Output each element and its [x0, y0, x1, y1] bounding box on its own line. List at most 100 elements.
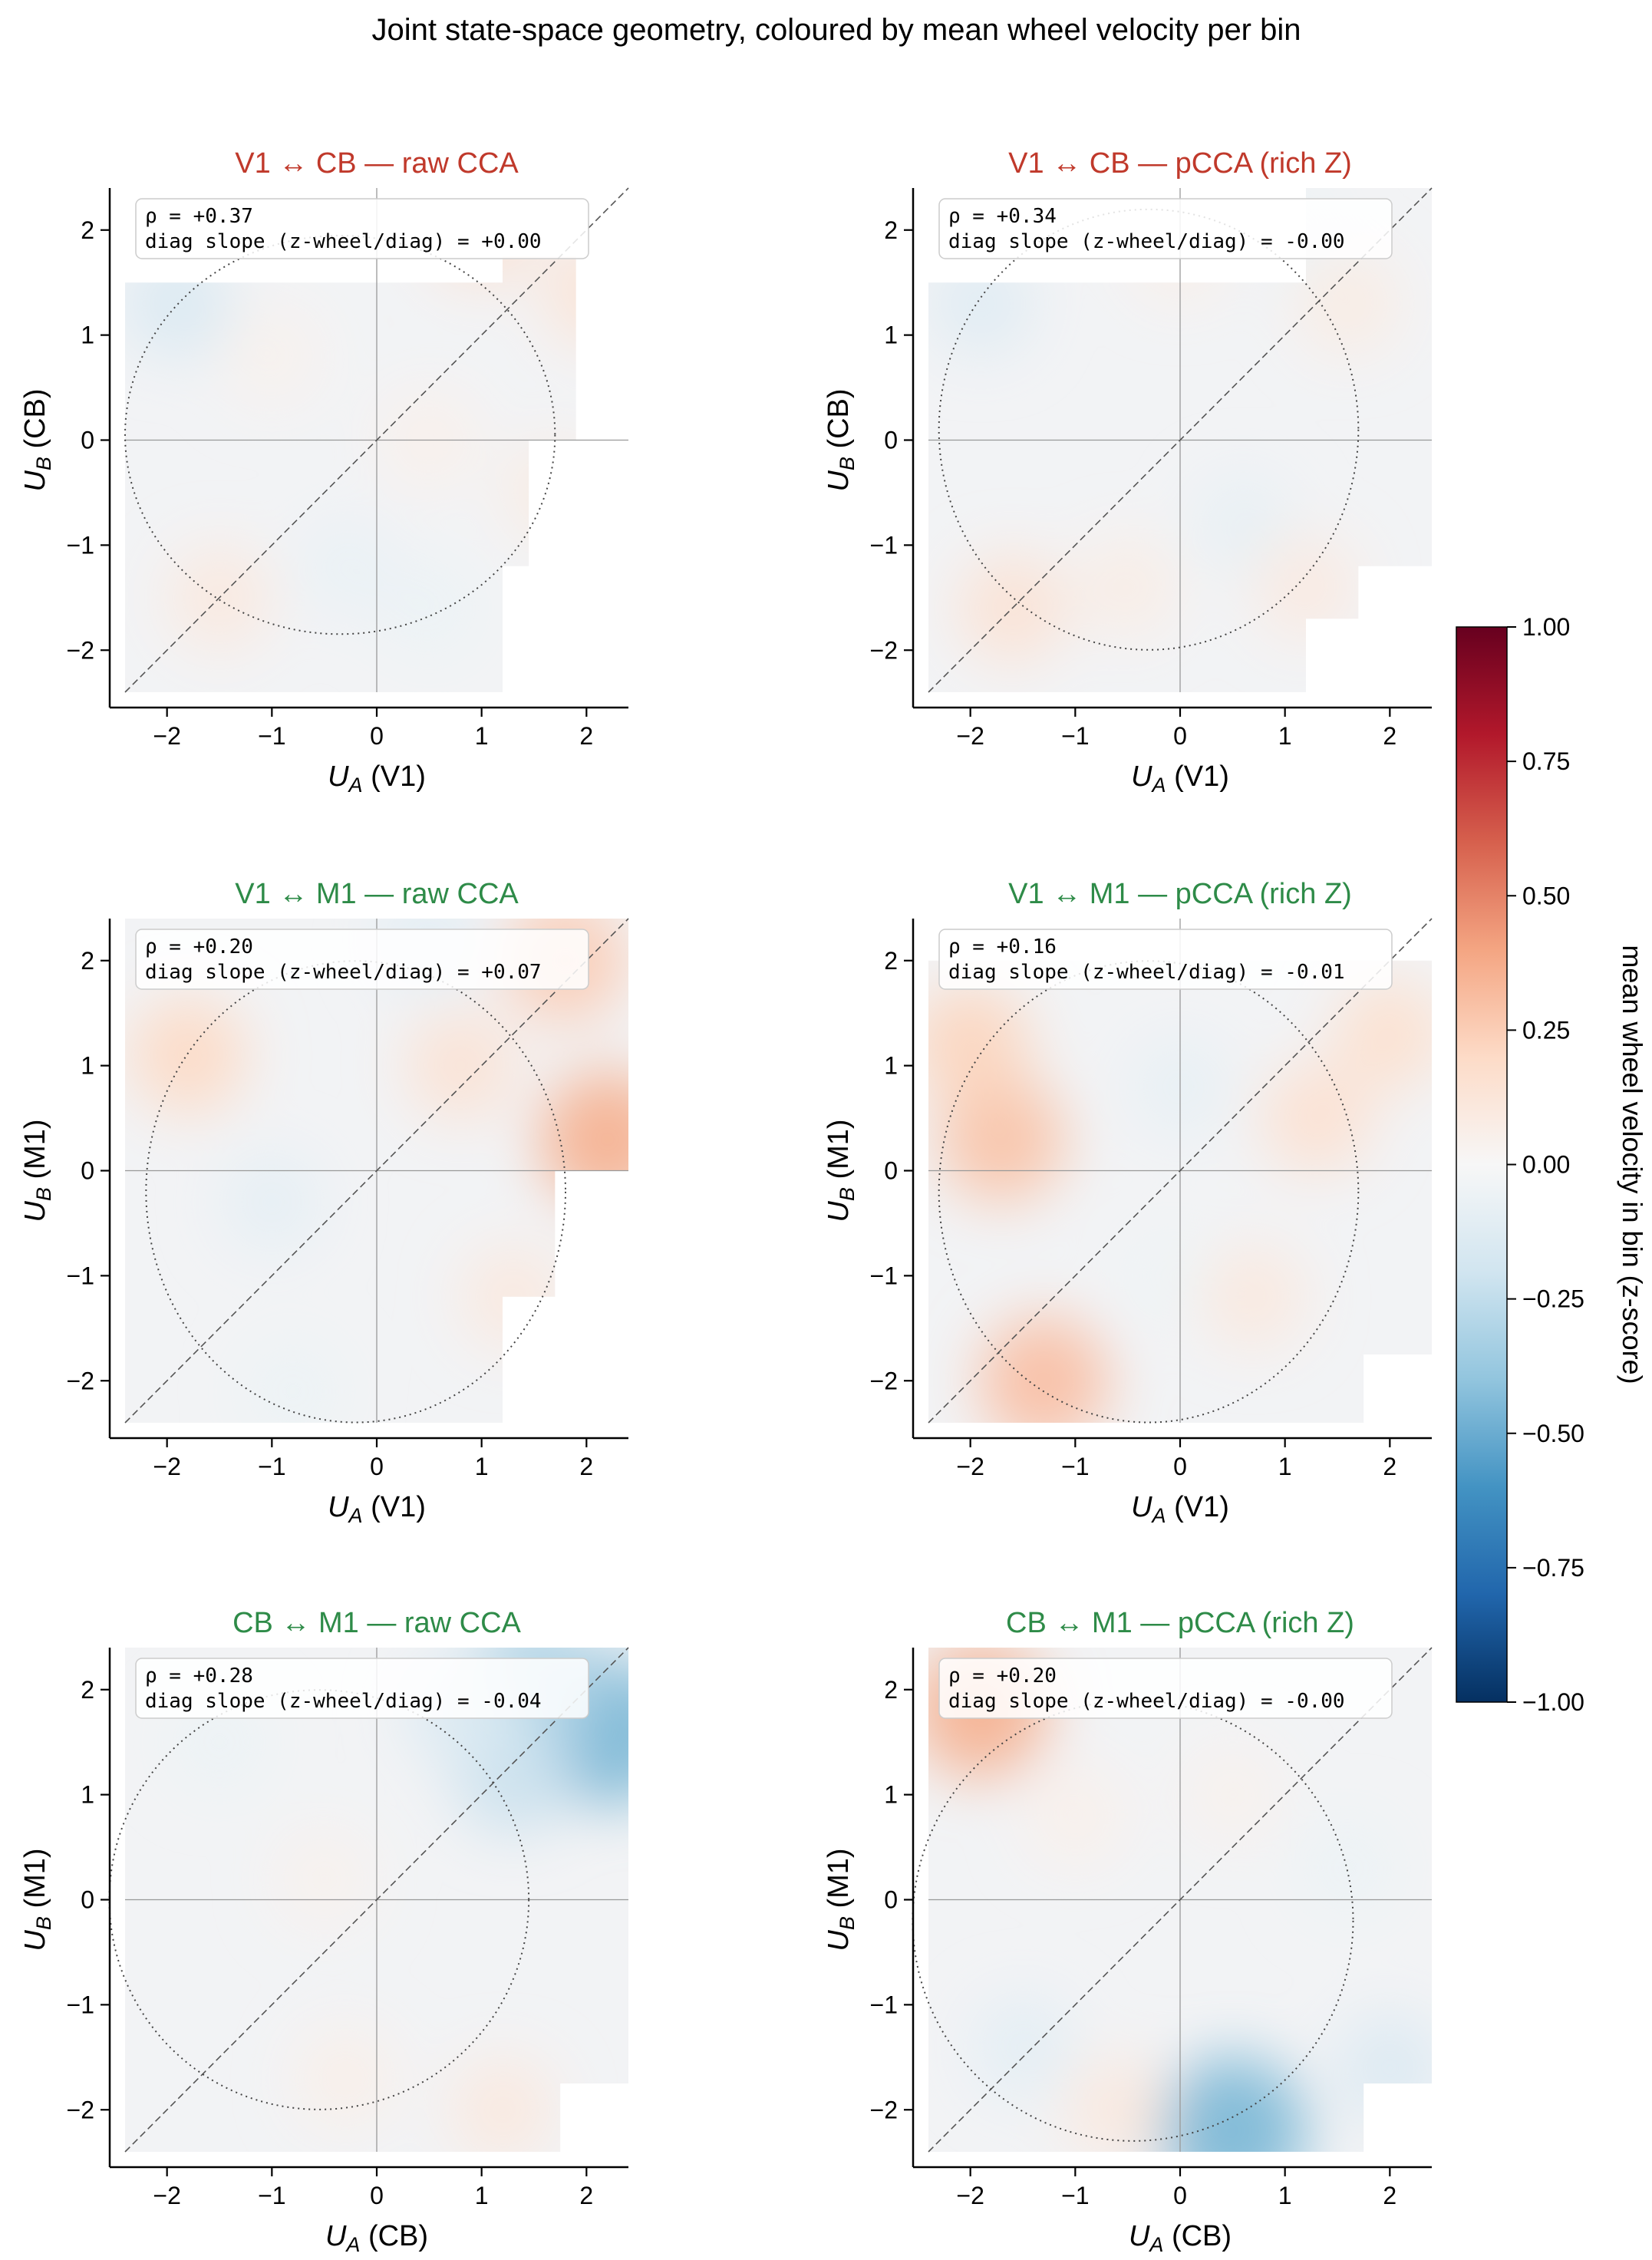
- annotation-box: [938, 1658, 1393, 1719]
- x-axis-label: UA (V1): [1131, 760, 1229, 797]
- y-tick-label: −2: [870, 636, 898, 664]
- x-tick-label: 1: [1278, 1453, 1292, 1480]
- annotation-box: [135, 1658, 589, 1719]
- diagonal-line: [124, 187, 629, 693]
- x-tick-label: 1: [475, 1453, 489, 1480]
- annotation-rho: ρ = +0.20: [948, 1664, 1057, 1688]
- y-tick-label: −2: [67, 1367, 94, 1394]
- heatmap-cell: [450, 2057, 555, 2152]
- y-tick-label: 2: [884, 1676, 898, 1704]
- y-tick-label: 2: [81, 1676, 94, 1704]
- heatmap-cell: [1298, 1818, 1398, 1919]
- y-tick-label: −1: [67, 1991, 94, 2018]
- heatmap-cell: [1026, 1767, 1125, 1865]
- heatmap-cell: [979, 1316, 1109, 1423]
- y-axis-label-sub: B: [32, 1187, 55, 1201]
- annotation-diag-slope: diag slope (z-wheel/diag) = -0.00: [948, 230, 1345, 253]
- heatmap-cell: [928, 985, 1030, 1104]
- x-axis-label-rest: (CB): [360, 2220, 428, 2252]
- y-axis-label: UB (M1): [823, 1119, 859, 1222]
- colorbar-tick-label: 0.50: [1522, 882, 1570, 909]
- diagonal-line: [928, 918, 1433, 1424]
- x-tick-label: 2: [1383, 1453, 1396, 1480]
- x-axis-label: UA (CB): [325, 2220, 428, 2256]
- y-axis-label: UB (CB): [823, 388, 859, 491]
- annotation-rho: ρ = +0.16: [948, 935, 1057, 958]
- colorbar-tick-label: 0.75: [1522, 747, 1570, 775]
- x-axis-label: UA (V1): [328, 1491, 426, 1527]
- x-tick-label: 0: [1173, 722, 1187, 750]
- chart-panel-2: −2 −1 0 1 2 −2 −1 0 1 2 V1 ↔ CB — pCCA (rich Z) UA …: [823, 147, 1433, 797]
- y-tick-label: 0: [81, 1157, 94, 1185]
- x-tick-label: 1: [475, 2182, 489, 2209]
- x-tick-label: −2: [153, 1453, 180, 1480]
- heatmap-cell: [1184, 1746, 1281, 1843]
- heatmap-area: [928, 1648, 1432, 2152]
- annotation-rho: ρ = +0.20: [145, 935, 253, 958]
- heatmap-cell: [542, 256, 576, 348]
- chart-title: V1 ↔ M1 — pCCA (rich Z): [1008, 878, 1352, 910]
- x-axis-label-main: U: [325, 2220, 347, 2252]
- x-tick-label: −1: [1061, 1453, 1089, 1480]
- heatmap-cell: [1335, 2013, 1432, 2123]
- chart-panel-6: −2 −1 0 1 2 −2 −1 0 1 2 CB ↔ M1 — pCCA (rich Z) UA …: [823, 1607, 1433, 2256]
- x-tick-label: 1: [475, 722, 489, 750]
- x-tick-label: 0: [370, 2182, 384, 2209]
- y-axis-label-rest: (M1): [823, 1848, 855, 1916]
- x-tick-label: 2: [579, 722, 593, 750]
- x-tick-label: 0: [1173, 2182, 1187, 2209]
- x-axis-label-main: U: [328, 760, 349, 793]
- heatmap-cell: [130, 996, 246, 1114]
- heatmap-cell: [1077, 536, 1179, 638]
- y-axis-label-main: U: [823, 470, 855, 492]
- x-tick-label: 2: [579, 2182, 593, 2209]
- y-axis-label-sub: B: [32, 1916, 55, 1930]
- heatmap-cell: [406, 1011, 516, 1120]
- y-axis-label-main: U: [19, 1930, 51, 1952]
- heatmap-cell: [295, 2028, 395, 2128]
- y-tick-label: −2: [67, 2096, 94, 2123]
- colorbar-tick-label: 0.25: [1522, 1016, 1570, 1044]
- x-tick-label: 0: [1173, 1453, 1187, 1480]
- heatmap-cell: [928, 249, 1034, 358]
- x-tick-label: 2: [579, 1453, 593, 1480]
- annotation-diag-slope: diag slope (z-wheel/diag) = -0.01: [948, 961, 1345, 984]
- covariance-ellipse: [124, 234, 556, 635]
- y-tick-label: 1: [81, 1052, 94, 1080]
- x-axis-label-main: U: [328, 1491, 349, 1523]
- heatmap-cell: [242, 1341, 343, 1423]
- heatmap-cells: [928, 978, 1432, 1423]
- chart-title: CB ↔ M1 — pCCA (rich Z): [1006, 1607, 1354, 1639]
- chart-title: V1 ↔ CB — raw CCA: [235, 147, 519, 180]
- y-tick-label: −2: [67, 636, 94, 664]
- y-tick-label: 1: [81, 322, 94, 349]
- y-axis-label-main: U: [823, 1930, 855, 1952]
- y-tick-label: −2: [870, 1367, 898, 1394]
- colorbar-gradient-bar: [1456, 626, 1508, 1703]
- heatmap-cell: [1254, 535, 1358, 639]
- x-axis-label-main: U: [1131, 1491, 1152, 1523]
- x-tick-label: −1: [258, 1453, 285, 1480]
- heatmap-cell: [971, 1994, 1075, 2100]
- y-tick-label: 2: [81, 947, 94, 975]
- heatmap-cell: [1065, 2057, 1169, 2152]
- y-tick-label: 0: [884, 1157, 898, 1185]
- y-axis-label-sub: B: [32, 457, 55, 470]
- covariance-ellipse: [108, 1689, 530, 2110]
- heatmap-cell: [379, 558, 480, 658]
- x-axis-label-sub: A: [1151, 1504, 1166, 1527]
- heatmap-cell: [1192, 473, 1294, 576]
- colorbar-label: mean wheel velocity in bin (z-score): [1617, 945, 1648, 1384]
- y-tick-label: 1: [884, 1781, 898, 1809]
- y-axis-label-main: U: [823, 1201, 855, 1222]
- chart-title: V1 ↔ M1 — raw CCA: [235, 878, 519, 910]
- annotation-box: [938, 929, 1393, 990]
- x-tick-label: −2: [153, 2182, 180, 2209]
- heatmap-cell: [1334, 978, 1432, 1090]
- x-tick-label: 2: [1383, 722, 1396, 750]
- x-axis-label-sub: A: [348, 1504, 363, 1527]
